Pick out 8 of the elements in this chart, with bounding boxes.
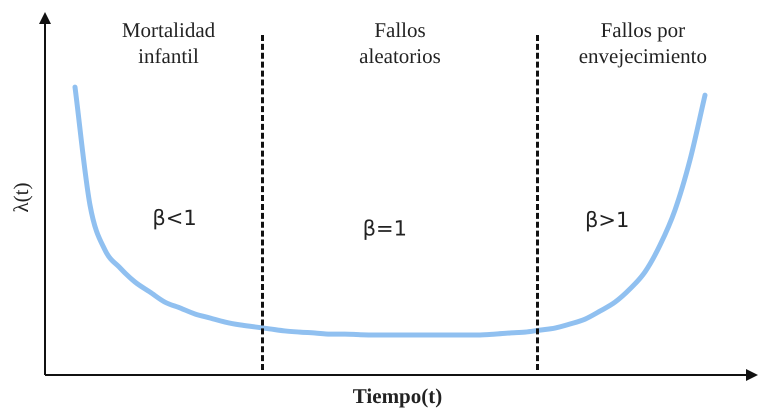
text: Fallos por envejecimiento (578, 18, 708, 68)
text: Mortalidad infantil (122, 18, 216, 68)
x-axis-title: Tiempo(t) (352, 384, 442, 408)
annotation: β>1 (585, 208, 630, 232)
annotation: β=1 (362, 216, 407, 240)
text: Fallos aleatorios (359, 18, 441, 68)
annotation: β<1 (152, 206, 197, 230)
y-axis-title: λ(t) (9, 182, 33, 213)
